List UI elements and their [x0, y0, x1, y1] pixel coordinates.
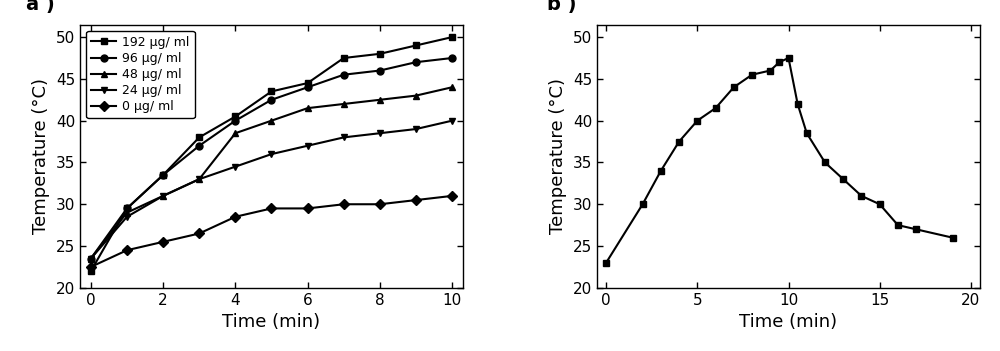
48 μg/ ml [338, 102, 350, 106]
Legend: 192 μg/ ml, 96 μg/ ml, 48 μg/ ml, 24 μg/ ml, 0 μg/ ml: 192 μg/ ml, 96 μg/ ml, 48 μg/ ml, 24 μg/… [86, 31, 195, 118]
192 μg/ ml [374, 52, 386, 56]
Line: 192 μg/ ml: 192 μg/ ml [87, 34, 456, 274]
24 μg/ ml [229, 165, 241, 169]
0 μg/ ml [265, 206, 277, 211]
192 μg/ ml [193, 135, 205, 139]
24 μg/ ml [265, 152, 277, 156]
48 μg/ ml [265, 119, 277, 123]
192 μg/ ml [338, 56, 350, 60]
96 μg/ ml [302, 85, 314, 90]
Text: b ): b ) [547, 0, 577, 14]
96 μg/ ml [121, 206, 133, 211]
192 μg/ ml [410, 44, 422, 48]
96 μg/ ml [157, 173, 169, 177]
0 μg/ ml [229, 215, 241, 219]
192 μg/ ml [157, 173, 169, 177]
0 μg/ ml [302, 206, 314, 211]
0 μg/ ml [85, 265, 97, 269]
192 μg/ ml [302, 81, 314, 85]
96 μg/ ml [338, 73, 350, 77]
24 μg/ ml [410, 127, 422, 131]
0 μg/ ml [338, 202, 350, 206]
24 μg/ ml [302, 144, 314, 148]
24 μg/ ml [85, 257, 97, 261]
0 μg/ ml [157, 240, 169, 244]
48 μg/ ml [410, 93, 422, 98]
24 μg/ ml [193, 177, 205, 181]
48 μg/ ml [446, 85, 458, 90]
48 μg/ ml [302, 106, 314, 110]
0 μg/ ml [410, 198, 422, 202]
192 μg/ ml [121, 206, 133, 211]
0 μg/ ml [446, 194, 458, 198]
192 μg/ ml [85, 269, 97, 273]
Text: a ): a ) [26, 0, 55, 14]
48 μg/ ml [193, 177, 205, 181]
Line: 48 μg/ ml: 48 μg/ ml [87, 84, 456, 262]
24 μg/ ml [121, 215, 133, 219]
Line: 96 μg/ ml: 96 μg/ ml [87, 54, 456, 262]
Y-axis label: Temperature (°C): Temperature (°C) [32, 78, 50, 234]
24 μg/ ml [338, 135, 350, 139]
192 μg/ ml [446, 35, 458, 39]
0 μg/ ml [193, 231, 205, 236]
96 μg/ ml [229, 119, 241, 123]
96 μg/ ml [446, 56, 458, 60]
48 μg/ ml [374, 98, 386, 102]
48 μg/ ml [157, 194, 169, 198]
96 μg/ ml [85, 257, 97, 261]
48 μg/ ml [121, 211, 133, 215]
Line: 24 μg/ ml: 24 μg/ ml [87, 117, 456, 262]
Line: 0 μg/ ml: 0 μg/ ml [87, 192, 456, 270]
192 μg/ ml [229, 114, 241, 119]
96 μg/ ml [410, 60, 422, 64]
24 μg/ ml [446, 119, 458, 123]
0 μg/ ml [121, 248, 133, 252]
X-axis label: Time (min): Time (min) [739, 313, 838, 331]
24 μg/ ml [374, 131, 386, 135]
48 μg/ ml [229, 131, 241, 135]
96 μg/ ml [193, 144, 205, 148]
48 μg/ ml [85, 257, 97, 261]
24 μg/ ml [157, 194, 169, 198]
96 μg/ ml [265, 98, 277, 102]
192 μg/ ml [265, 89, 277, 93]
96 μg/ ml [374, 68, 386, 73]
Y-axis label: Temperature (°C): Temperature (°C) [549, 78, 567, 234]
X-axis label: Time (min): Time (min) [222, 313, 321, 331]
0 μg/ ml [374, 202, 386, 206]
